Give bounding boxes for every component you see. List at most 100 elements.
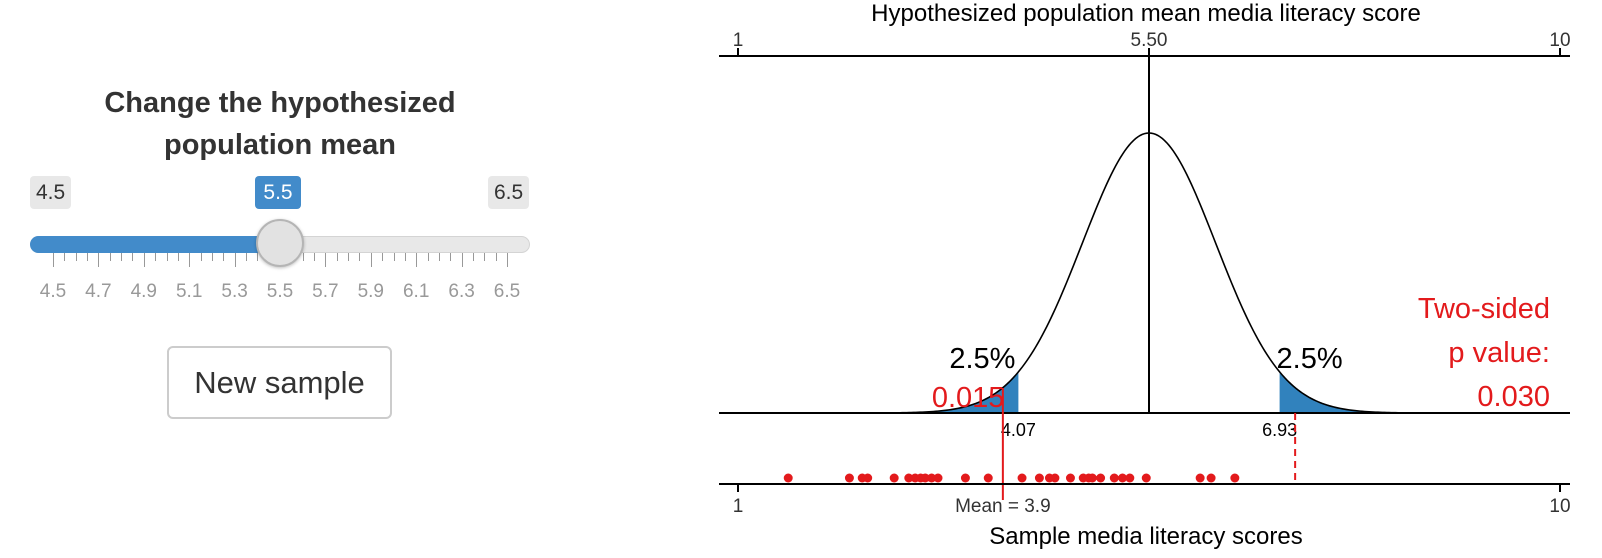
- slider-max-label: 6.5: [488, 176, 530, 209]
- slider-tick-label: 5.5: [266, 281, 294, 302]
- slider-tick-label: 6.5: [493, 281, 521, 302]
- slider-tick: [75, 253, 77, 261]
- sample-point: [1195, 473, 1205, 483]
- critical-value-right: 6.93: [1262, 420, 1297, 440]
- slider-tick: [438, 253, 440, 261]
- sample-point: [927, 473, 937, 483]
- slider-title-line2: population mean: [164, 129, 396, 161]
- two-sided-p-title-line1: Two-sided: [1418, 293, 1550, 325]
- sample-mean-label: Mean = 3.9: [955, 496, 1051, 517]
- slider-tick: [109, 253, 111, 261]
- slider-tick: [155, 253, 157, 261]
- bottom-axis-tick-label: 10: [1549, 496, 1570, 517]
- slider-tick: [223, 253, 225, 261]
- slider-value-label: 5.5: [255, 176, 301, 209]
- sample-point: [1141, 473, 1151, 483]
- slider-tick: [404, 253, 406, 261]
- slider-tick: [427, 253, 429, 261]
- sample-points: [783, 473, 1240, 483]
- slider-tick: [132, 253, 134, 261]
- right-tail-percent: 2.5%: [1277, 343, 1343, 375]
- slider-tick-label: 4.7: [85, 281, 112, 302]
- slider-tick: [450, 253, 452, 261]
- slider-tick: [416, 253, 418, 267]
- sample-point: [960, 473, 970, 483]
- slider-tick: [64, 253, 66, 261]
- slider-track-fill: [30, 236, 280, 253]
- slider-tick: [245, 253, 247, 261]
- sample-point: [1050, 473, 1060, 483]
- top-axis-tick-label: 10: [1549, 30, 1570, 51]
- sample-point: [1125, 473, 1135, 483]
- sample-point: [920, 473, 930, 483]
- sample-point: [1017, 473, 1027, 483]
- slider-tick: [53, 253, 54, 267]
- sample-point: [933, 473, 943, 483]
- slider-tick: [325, 253, 327, 267]
- top-axis-tick-label: 1: [733, 30, 744, 51]
- slider-tick: [166, 253, 168, 261]
- slider-handle[interactable]: [256, 219, 304, 267]
- two-sided-p-value: 0.030: [1477, 381, 1550, 413]
- top-axis-tick-label: 5.50: [1131, 30, 1168, 51]
- bottom-axis-ticks: 1 10: [733, 484, 1571, 517]
- slider-tick: [348, 253, 350, 261]
- sample-point: [904, 473, 914, 483]
- slider-tick: [200, 253, 202, 261]
- slider-tick-label: 4.5: [39, 281, 67, 302]
- slider-tick-label: 5.3: [221, 281, 248, 302]
- slider-tick: [87, 253, 89, 261]
- slider-tick: [314, 253, 316, 261]
- bottom-axis-tick-label: 1: [733, 496, 744, 517]
- right-tail-area: [1279, 371, 1416, 413]
- top-axis-ticks: 1 5.50 10: [733, 30, 1571, 56]
- slider-tick: [143, 253, 145, 267]
- slider-tick: [121, 253, 123, 261]
- sample-point: [844, 473, 854, 483]
- slider-tick: [359, 253, 361, 261]
- slider-tick-label: 5.7: [312, 281, 339, 302]
- slider-tick: [393, 253, 395, 261]
- sample-point: [983, 473, 993, 483]
- sample-point: [1096, 473, 1106, 483]
- slider-tick: [370, 253, 372, 267]
- slider-min-label: 4.5: [30, 176, 72, 209]
- slider-tick: [211, 253, 213, 261]
- sample-point: [1118, 473, 1128, 483]
- slider-tick: [472, 253, 474, 261]
- slider-tick: [484, 253, 486, 261]
- slider-tick-label: 6.3: [448, 281, 475, 302]
- slider-tick: [336, 253, 338, 261]
- slider-title: Change the hypothesized population mean: [30, 82, 530, 166]
- slider-tick: [507, 253, 508, 267]
- slider-tick-label: 5.1: [175, 281, 203, 302]
- slider-tick: [257, 253, 259, 261]
- slider-tick-label: 5.9: [357, 281, 384, 302]
- slider-tick: [98, 253, 100, 267]
- two-sided-p-title-line2: p value:: [1448, 337, 1550, 369]
- slider-tick-label: 6.1: [402, 281, 430, 302]
- sample-point: [1230, 473, 1240, 483]
- left-tail-area: [882, 371, 1019, 413]
- slider-tick: [177, 253, 179, 261]
- slider-tick: [189, 253, 191, 267]
- left-tail-percent: 2.5%: [949, 343, 1015, 375]
- sample-point: [1087, 473, 1097, 483]
- new-sample-button[interactable]: New sample: [167, 346, 392, 419]
- sample-point: [889, 473, 899, 483]
- sample-point: [783, 473, 793, 483]
- slider-tick: [461, 253, 463, 267]
- sample-point: [1206, 473, 1216, 483]
- one-sided-p-value: 0.015: [932, 382, 1005, 414]
- slider-tick-label: 4.9: [130, 281, 157, 302]
- slider-tick: [495, 253, 497, 261]
- slider-tick: [382, 253, 384, 261]
- critical-value-left: 4.07: [1001, 420, 1036, 440]
- slider-title-line1: Change the hypothesized: [104, 87, 456, 119]
- sample-point: [1034, 473, 1044, 483]
- sample-point: [1109, 473, 1119, 483]
- slider-tick: [302, 253, 304, 261]
- top-axis-title: Hypothesized population mean media liter…: [871, 0, 1421, 27]
- sample-point: [1065, 473, 1075, 483]
